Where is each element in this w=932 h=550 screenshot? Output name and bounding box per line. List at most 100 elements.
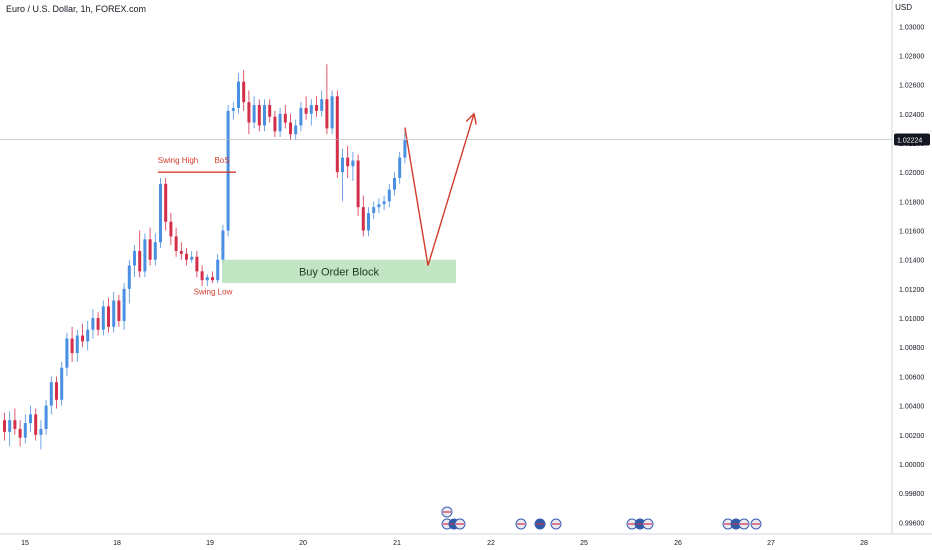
candle <box>34 408 38 441</box>
candle-body <box>70 338 74 354</box>
candle-body <box>403 140 407 158</box>
price-tick-label: 1.00600 <box>899 374 924 381</box>
candle <box>398 151 402 184</box>
price-tick-label: 0.99600 <box>899 520 924 527</box>
candle-body <box>8 420 12 432</box>
candle-body <box>283 113 287 123</box>
candle <box>91 309 95 339</box>
candle-body <box>309 105 313 114</box>
candle-body <box>143 239 147 272</box>
candle-body <box>320 99 324 111</box>
candle <box>117 294 121 327</box>
candle <box>304 96 308 120</box>
candle <box>377 198 381 214</box>
candle <box>81 323 84 348</box>
time-tick-label: 21 <box>393 540 401 547</box>
candle-body <box>91 318 95 330</box>
time-tick-label: 27 <box>767 540 775 547</box>
candle-body <box>205 277 209 281</box>
candle <box>315 96 318 117</box>
candle-body <box>221 230 225 260</box>
candle-body <box>65 338 69 368</box>
candle <box>216 253 220 284</box>
candle-body <box>211 277 214 281</box>
candle-body <box>39 428 43 435</box>
candle <box>60 361 64 406</box>
candle <box>372 201 376 219</box>
candle <box>273 110 277 138</box>
us-flag-icon[interactable] <box>738 518 750 530</box>
candle <box>49 376 53 415</box>
eu-flag-icon[interactable] <box>515 518 527 530</box>
eu-flag-icon[interactable] <box>750 518 762 530</box>
candle <box>268 99 272 123</box>
candle-body <box>195 256 199 272</box>
economic-event-icon[interactable] <box>634 518 646 530</box>
us-flag-icon[interactable] <box>550 518 562 530</box>
candle-body <box>346 157 350 167</box>
candle <box>179 242 183 260</box>
candle <box>205 274 209 286</box>
candle <box>159 178 162 249</box>
candle-body <box>356 160 360 208</box>
candle <box>65 332 69 377</box>
us-flag-icon[interactable] <box>454 518 466 530</box>
economic-event-icon[interactable] <box>534 518 546 530</box>
candle-body <box>169 221 173 237</box>
time-tick-label: 28 <box>860 540 868 547</box>
candle-body <box>351 160 355 167</box>
candle-body <box>247 102 251 123</box>
candle <box>325 64 329 135</box>
candle <box>237 72 240 114</box>
candle <box>29 405 32 432</box>
candle <box>164 178 168 231</box>
us-flag-icon[interactable] <box>642 518 654 530</box>
current-price-label: 1.02224 <box>897 137 922 144</box>
candle <box>190 250 194 263</box>
candle <box>278 107 282 138</box>
candle-body <box>361 207 365 231</box>
candle-body <box>44 405 48 429</box>
candle <box>200 265 204 286</box>
candle <box>211 271 214 284</box>
candle-body <box>13 420 17 429</box>
candle <box>122 283 126 330</box>
candle-body <box>398 157 402 178</box>
candle-body <box>242 81 246 103</box>
candle <box>13 408 17 435</box>
candle <box>185 248 188 266</box>
price-tick-label: 1.01000 <box>899 316 924 323</box>
time-tick-label: 19 <box>206 540 214 547</box>
time-tick-label: 15 <box>21 540 29 547</box>
candle-body <box>393 178 396 190</box>
candle <box>148 227 152 266</box>
candle-body <box>179 250 183 254</box>
candle-body <box>299 107 303 126</box>
price-tick-label: 0.99800 <box>899 491 924 498</box>
candle <box>294 119 298 141</box>
candle-body <box>231 107 235 111</box>
price-tick-label: 1.02800 <box>899 53 924 60</box>
price-tick-label: 1.01400 <box>899 258 924 265</box>
candle <box>23 414 27 444</box>
candle <box>55 376 58 409</box>
candle-body <box>387 189 391 202</box>
candle-body <box>159 183 162 243</box>
us-flag-icon[interactable] <box>441 506 453 518</box>
candle-body <box>122 288 126 321</box>
candle <box>403 131 407 164</box>
candle-body <box>289 122 292 135</box>
candle-body <box>107 306 110 327</box>
candle-body <box>341 157 344 173</box>
candle-body <box>263 105 266 126</box>
price-tick-label: 1.00800 <box>899 345 924 352</box>
candle-body <box>330 96 334 129</box>
time-axis[interactable]: 15 18 19 20 21 22 25 26 27 28 <box>21 540 868 547</box>
candle-body <box>273 116 277 132</box>
economic-events-row[interactable] <box>441 506 762 530</box>
candle-body <box>96 318 100 330</box>
candle-body <box>190 256 194 260</box>
price-axis[interactable]: 1.030001.028001.026001.024001.022001.020… <box>0 24 930 527</box>
bos-label: BoS <box>214 156 229 165</box>
